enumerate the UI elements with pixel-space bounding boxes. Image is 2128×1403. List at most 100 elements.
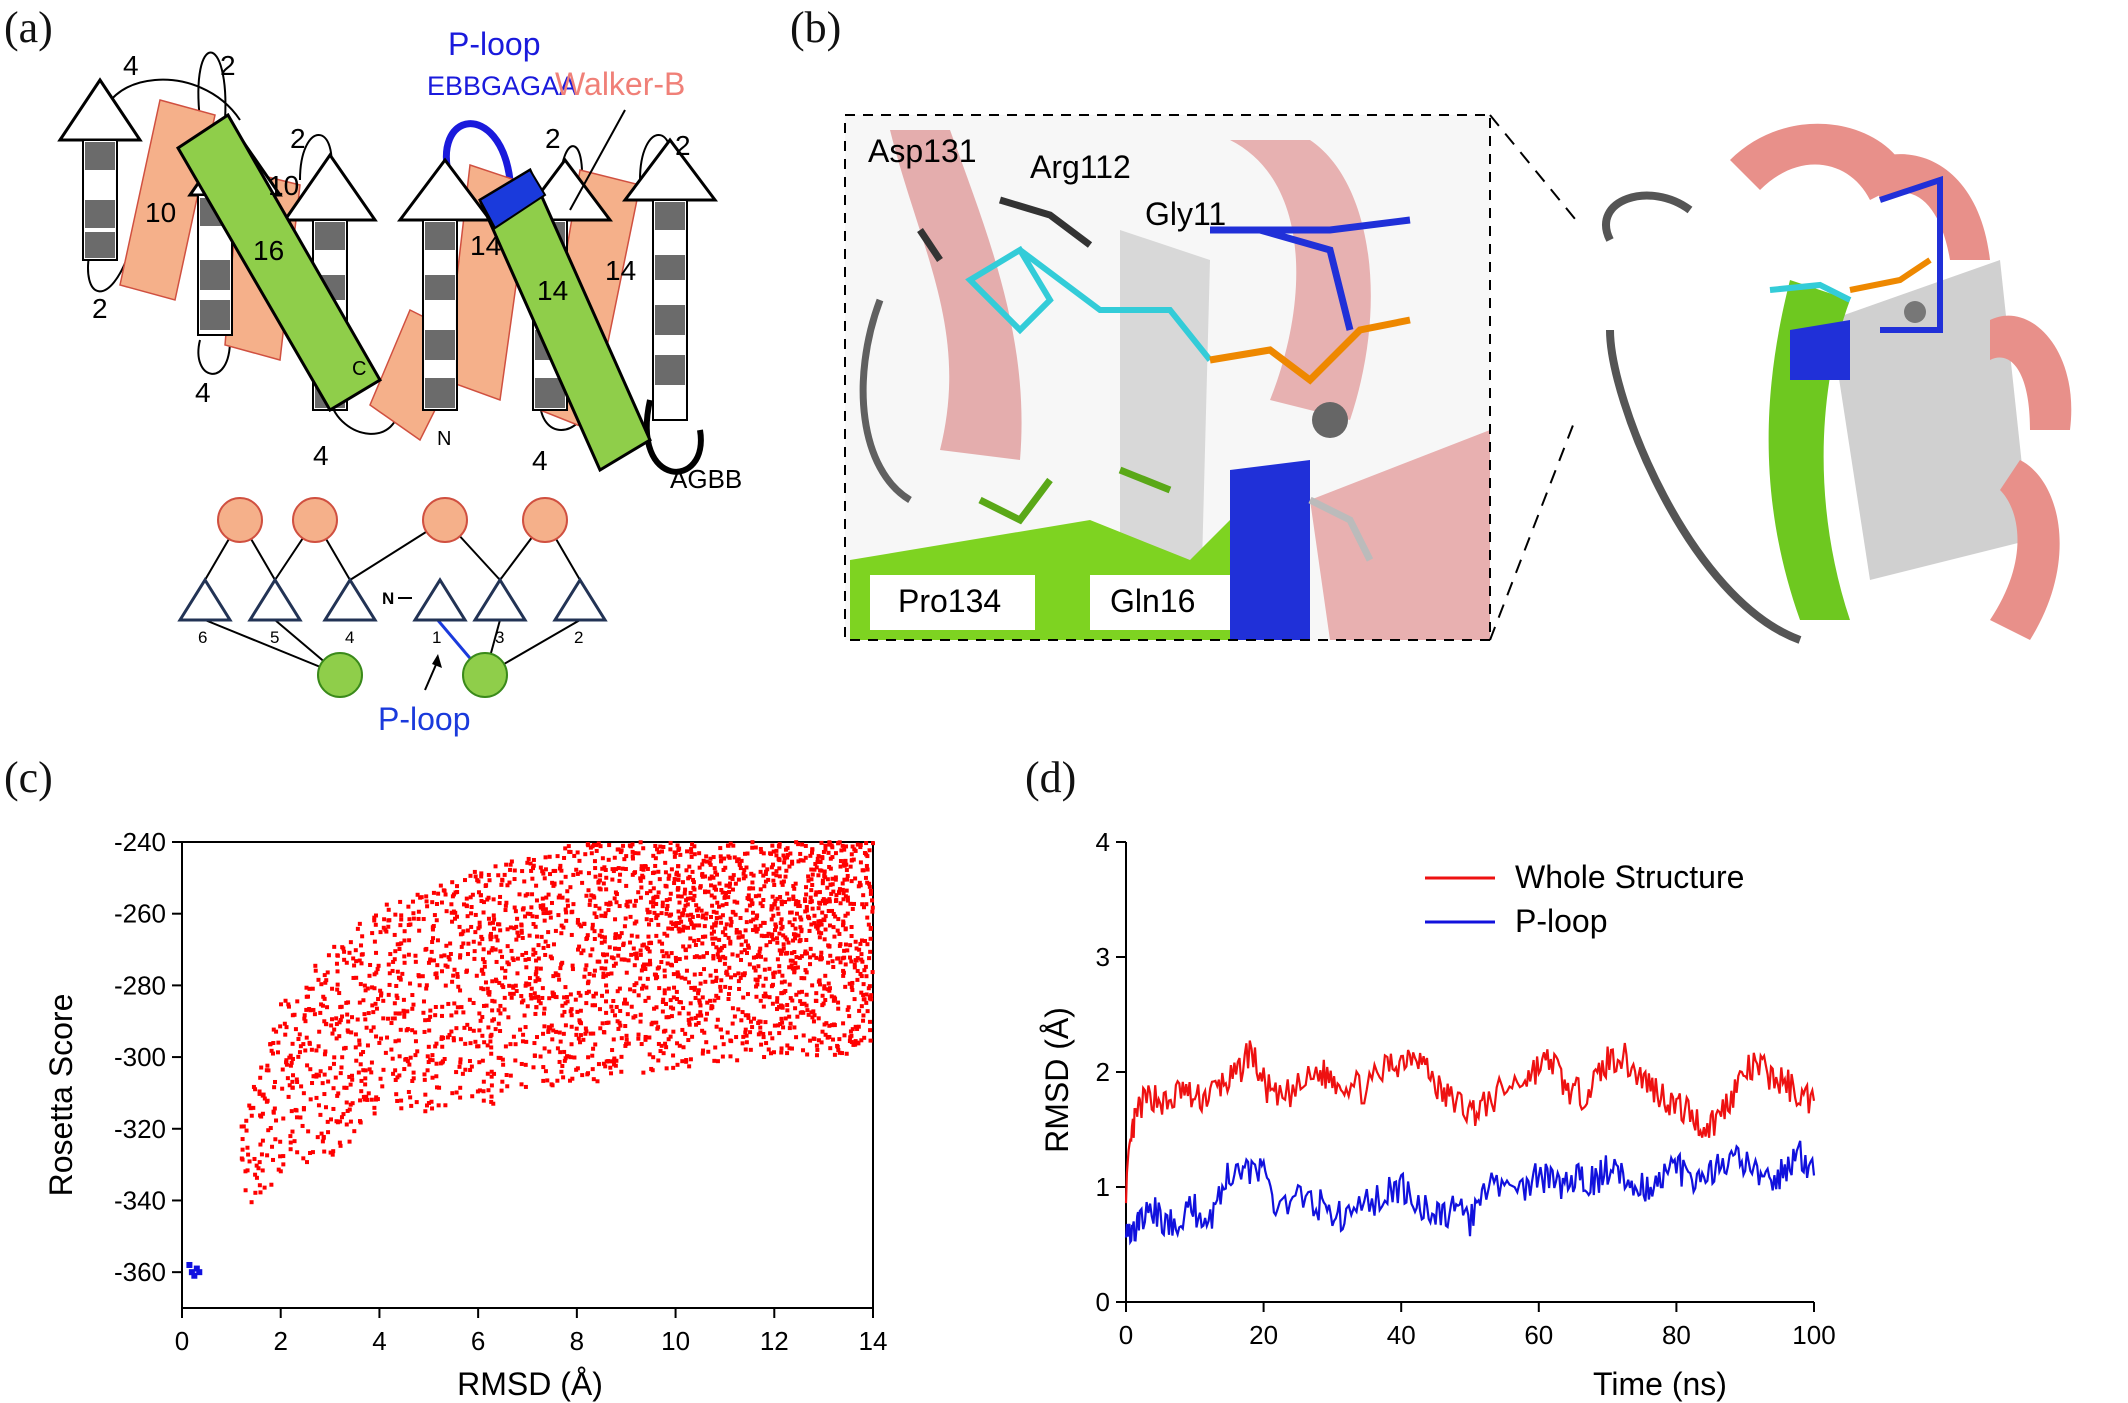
decoy-point (769, 865, 774, 870)
decoy-point (286, 1002, 291, 1007)
decoy-point (492, 1071, 497, 1076)
decoy-point (254, 1163, 259, 1168)
decoy-point (715, 1017, 720, 1022)
decoy-point (468, 1068, 473, 1073)
decoy-point (669, 951, 674, 956)
decoy-point (499, 882, 504, 887)
decoy-point (597, 878, 602, 883)
decoy-point (546, 892, 551, 897)
decoy-point (493, 947, 498, 952)
decoy-point (261, 1092, 266, 1097)
decoy-point (688, 917, 693, 922)
decoy-point (283, 998, 288, 1003)
decoy-point (795, 965, 800, 970)
decoy-point (429, 949, 434, 954)
decoy-point (798, 999, 803, 1004)
decoy-point (253, 1172, 258, 1177)
decoy-point (814, 991, 819, 996)
decoy-point (428, 1057, 433, 1062)
decoy-point (622, 857, 627, 862)
decoy-point (705, 1011, 710, 1016)
decoy-point (611, 998, 616, 1003)
decoy-point (462, 1025, 467, 1030)
decoy-point (541, 903, 546, 908)
decoy-point (523, 983, 528, 988)
decoy-point (388, 952, 393, 957)
decoy-point (574, 1032, 579, 1037)
decoy-point (728, 875, 733, 880)
decoy-point (700, 862, 705, 867)
decoy-point (363, 1017, 368, 1022)
decoy-point (855, 968, 860, 973)
decoy-point (347, 1074, 352, 1079)
decoy-point (602, 935, 607, 940)
y-tick-label: 3 (1096, 942, 1110, 972)
decoy-point (674, 959, 679, 964)
decoy-point (783, 935, 788, 940)
decoy-point (750, 1025, 755, 1030)
decoy-point (793, 1006, 798, 1011)
decoy-point (623, 997, 628, 1002)
decoy-point (383, 1050, 388, 1055)
decoy-point (578, 870, 583, 875)
decoy-point (715, 872, 720, 877)
decoy-point (297, 1050, 302, 1055)
decoy-point (548, 954, 553, 959)
decoy-point (843, 942, 848, 947)
decoy-point (341, 946, 346, 951)
decoy-point (459, 944, 464, 949)
decoy-point (450, 979, 455, 984)
decoy-point (392, 1016, 397, 1021)
decoy-point (399, 941, 404, 946)
decoy-point (439, 969, 444, 974)
decoy-point (692, 985, 697, 990)
decoy-point (558, 966, 563, 971)
decoy-point (500, 966, 505, 971)
decoy-point (413, 1039, 418, 1044)
decoy-point (727, 884, 732, 889)
decoy-point (845, 911, 850, 916)
decoy-point (867, 848, 872, 853)
decoy-point (645, 866, 650, 871)
residue-label: Gln16 (1110, 583, 1195, 619)
decoy-point (246, 1152, 251, 1157)
decoy-point (645, 907, 650, 912)
decoy-point (767, 995, 772, 1000)
decoy-point (789, 910, 794, 915)
topology-cartoon: 6 5 4 1 3 2 N P-loop (177, 497, 608, 737)
decoy-point (515, 916, 520, 921)
decoy-point (588, 1031, 593, 1036)
decoy-point (430, 925, 435, 930)
decoy-point (860, 868, 865, 873)
decoy-point (745, 851, 750, 856)
decoy-point (674, 921, 679, 926)
decoy-point (692, 972, 697, 977)
decoy-point (558, 1050, 563, 1055)
decoy-point (674, 872, 679, 877)
decoy-point (694, 1022, 699, 1027)
decoy-point (665, 933, 670, 938)
decoy-point (596, 1062, 601, 1067)
decoy-point (251, 1105, 256, 1110)
panel-a-label: (a) (4, 3, 53, 52)
decoy-point (271, 1027, 276, 1032)
decoy-point (752, 1016, 757, 1021)
decoy-point (770, 843, 775, 848)
decoy-point (244, 1118, 249, 1123)
decoy-point (367, 1067, 372, 1072)
decoy-point (522, 1013, 527, 1018)
decoy-point (718, 1027, 723, 1032)
decoy-point (773, 928, 778, 933)
decoy-point (683, 976, 688, 981)
decoy-point (481, 1003, 486, 1008)
decoy-point (386, 924, 391, 929)
decoy-point (563, 907, 568, 912)
decoy-point (548, 872, 553, 877)
decoy-point (805, 1008, 810, 1013)
decoy-point (730, 877, 735, 882)
decoy-point (471, 1028, 476, 1033)
decoy-point (541, 1031, 546, 1036)
decoy-point (566, 844, 571, 849)
decoy-point (257, 1089, 262, 1094)
decoy-point (701, 1048, 706, 1053)
